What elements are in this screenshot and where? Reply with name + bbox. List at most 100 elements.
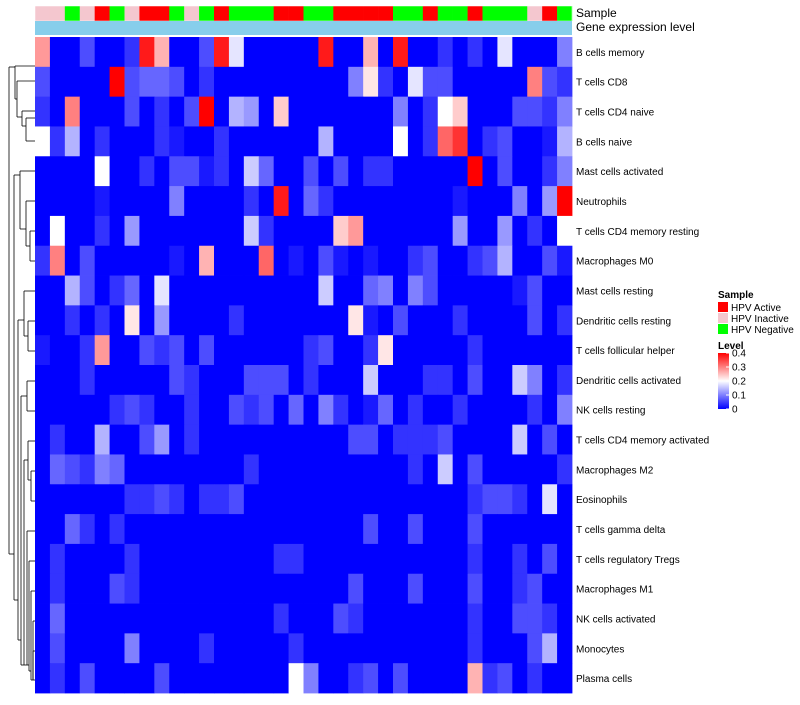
heatmap-cell [288,365,304,396]
heatmap-cell [124,633,140,664]
heatmap-cell [422,633,439,664]
heatmap-cell [467,514,483,545]
heatmap-cell [318,66,334,98]
heatmap-cell [199,663,215,694]
heatmap-cell [169,394,185,426]
heatmap-cell [199,424,215,455]
heatmap-cell [557,543,573,575]
heatmap-cell [154,603,170,634]
heatmap-cell [94,66,110,98]
heatmap-cell [512,215,528,247]
heatmap-cell [243,394,260,426]
heatmap-cell [542,543,558,575]
heatmap-cell [378,335,394,366]
heatmap-cell [79,66,96,98]
heatmap-cell [214,633,230,664]
heatmap-cell [109,66,125,98]
heatmap-cell [333,126,349,157]
heatmap-cell [318,424,334,455]
heatmap-cell [422,514,439,545]
heatmap-cell [497,514,513,545]
heatmap-cell [452,275,468,306]
heatmap-cell [557,603,573,634]
heatmap-cell [482,514,498,545]
heatmap-cell [49,663,66,694]
heatmap-cell [497,633,513,664]
heatmap-cell [378,424,394,455]
heatmap-cell [467,663,483,694]
heatmap-cell [94,394,110,426]
heatmap-cell [333,543,349,575]
heatmap-cell [467,633,483,664]
legend-swatch [718,313,728,323]
heatmap-cell [527,186,543,217]
heatmap-cell [109,37,125,68]
heatmap-cell [199,543,215,575]
heatmap-cell [154,424,170,455]
sample-annotation-cell [437,6,453,21]
heatmap-cell [482,37,498,68]
heatmap-cell [452,573,468,604]
heatmap-cell [512,96,528,127]
heatmap-cell [109,275,125,306]
heatmap-cell [363,37,379,68]
heatmap-cell [288,215,304,247]
heatmap-cell [184,573,200,604]
heatmap-cell [35,126,51,157]
heatmap-cell [348,37,364,68]
heatmap-cell [79,156,96,187]
heatmap-cell [497,126,513,157]
heatmap-cell [393,96,409,127]
heatmap-cell [243,66,260,98]
heatmap-cell [288,156,304,187]
heatmap-cell [64,156,81,187]
heatmap-cell [512,335,528,366]
heatmap-cell [378,186,394,217]
heatmap-cell [288,603,304,634]
heatmap-cell [512,663,528,694]
heatmap-cell [467,245,483,276]
heatmap-cell [303,245,319,276]
heatmap-cell [243,335,260,366]
heatmap-cell [422,335,439,366]
heatmap-cell [139,126,155,157]
heatmap-cell [228,573,245,604]
heatmap-cell [452,603,468,634]
heatmap-cell [393,365,409,396]
legend-tick-label: 0.1 [732,391,746,402]
heatmap-cell [393,543,409,575]
heatmap-cell [407,365,424,396]
heatmap-cell [348,603,364,634]
heatmap-cell [139,573,155,604]
heatmap-cell [169,245,185,276]
heatmap-cell [154,365,170,396]
heatmap-cell [49,365,66,396]
row-dendrogram [8,65,35,681]
heatmap-cell [258,454,275,485]
row-label: Neutrophils [576,197,627,208]
heatmap-cell [378,543,394,575]
heatmap-cell [79,126,96,157]
heatmap-cell [303,215,319,247]
heatmap-cell [467,454,483,485]
heatmap-cell [407,126,424,157]
heatmap-cell [407,663,424,694]
sample-annotation-cell [214,6,230,21]
heatmap-cell [184,484,200,515]
heatmap-cell [557,335,573,366]
heatmap-cell [214,514,230,545]
heatmap-cell [288,96,304,127]
heatmap-cell [49,156,66,187]
heatmap-cell [228,215,245,247]
heatmap-cell [318,245,334,276]
heatmap-cell [497,215,513,247]
sample-annotation-cell [124,6,140,21]
heatmap-cell [35,573,51,604]
heatmap-cell [273,365,289,396]
heatmap-cell [452,543,468,575]
heatmap-cell [482,186,498,217]
heatmap-cell [139,96,155,127]
heatmap-cell [333,37,349,68]
sample-annotation-cell [154,6,170,21]
